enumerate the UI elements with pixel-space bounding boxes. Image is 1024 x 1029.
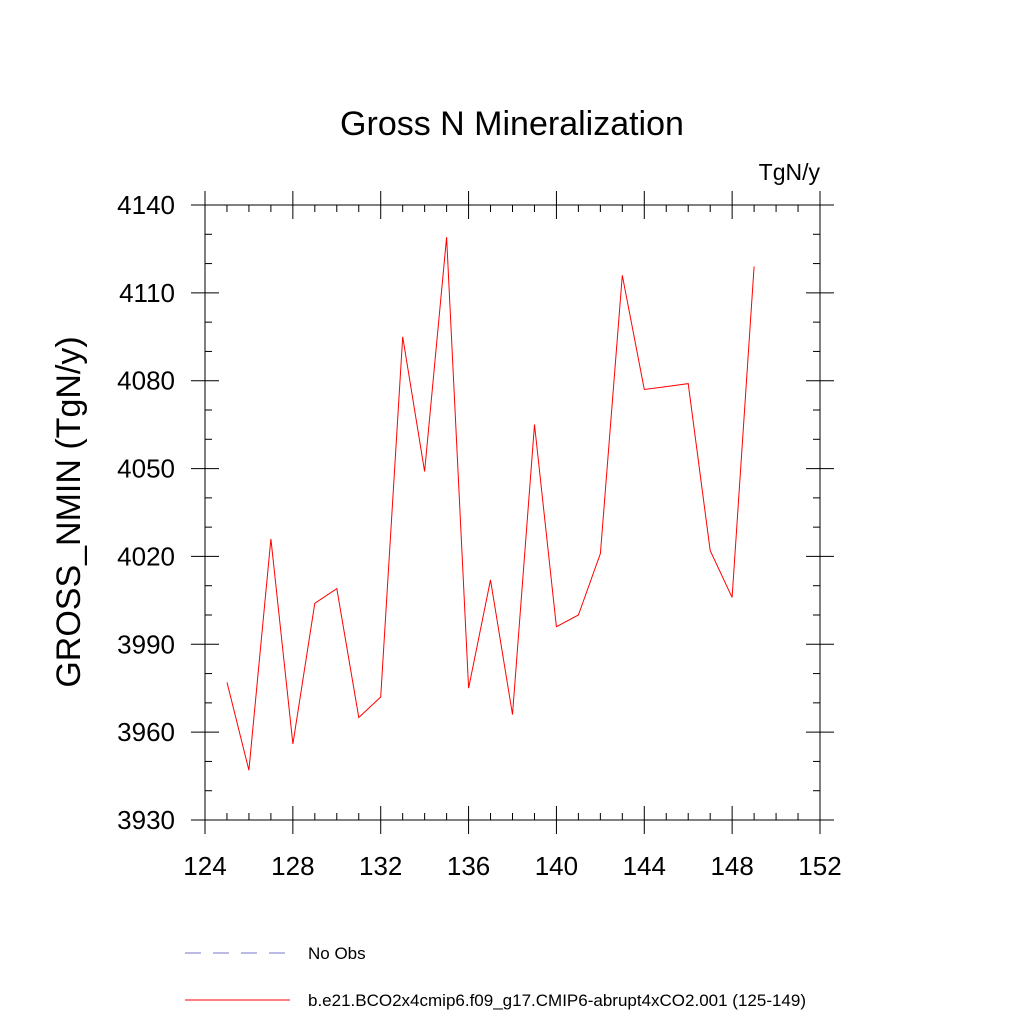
y-tick-label: 3990 (117, 629, 175, 659)
y-axis-label: GROSS_NMIN (TgN/y) (50, 336, 88, 687)
y-tick-label: 4020 (117, 541, 175, 571)
units-label: TgN/y (759, 159, 821, 185)
series-line (226, 237, 755, 771)
series-group (226, 237, 755, 771)
y-tick-label: 3960 (117, 717, 175, 747)
x-tick-label: 132 (359, 851, 402, 881)
chart-title: Gross N Mineralization (340, 105, 684, 143)
legend: No Obs b.e21.BCO2x4cmip6.f09_g17.CMIP6-a… (185, 944, 806, 1010)
y-tick-label: 4050 (117, 454, 175, 484)
plot-frame (204, 204, 821, 821)
legend-label-run: b.e21.BCO2x4cmip6.f09_g17.CMIP6-abrupt4x… (308, 991, 806, 1010)
x-tick-label: 140 (535, 851, 578, 881)
y-tick-label: 4110 (119, 278, 175, 308)
x-tick-label: 128 (271, 851, 314, 881)
legend-label-no-obs: No Obs (308, 944, 366, 963)
x-tick-label: 148 (710, 851, 753, 881)
y-tick-label: 4140 (117, 190, 175, 220)
axis-tick-labels: 124 128 132 136 140 144 148 152 3930 3960 3990 4020… (117, 190, 842, 881)
x-tick-label: 124 (183, 851, 226, 881)
y-tick-label: 3930 (117, 805, 175, 835)
y-tick-label: 4080 (117, 366, 175, 396)
x-tick-label: 152 (798, 851, 841, 881)
x-tick-label: 136 (447, 851, 490, 881)
x-tick-label: 144 (623, 851, 666, 881)
